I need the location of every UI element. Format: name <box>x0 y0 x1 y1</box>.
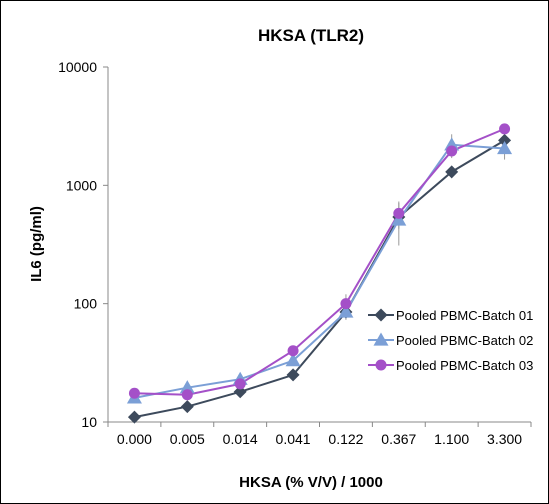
x-tick-label: 0.000 <box>117 431 152 447</box>
series-2-line <box>134 143 505 399</box>
series-1-point <box>445 165 459 179</box>
y-tick-label: 10 <box>81 414 97 430</box>
legend-label-3: Pooled PBMC-Batch 03 <box>396 358 533 373</box>
series-3-point <box>340 298 352 310</box>
x-tick-label: 0.005 <box>170 431 205 447</box>
legend-marker-1 <box>374 308 388 322</box>
y-axis-title: IL6 (pg/ml) <box>28 206 45 282</box>
series-3-point <box>499 123 511 135</box>
chart-title: HKSA (TLR2) <box>258 26 364 45</box>
series-3-point <box>234 378 246 390</box>
series-1-point <box>286 368 300 382</box>
series-3-point <box>446 145 458 157</box>
series-markers <box>126 123 513 424</box>
series-3-point <box>181 389 193 401</box>
series-3-point <box>287 345 299 357</box>
axes: 10 100 1000 10000 0.000 0.005 0.014 0.041 0.122 0… <box>58 59 532 447</box>
x-tick-label: 0.014 <box>223 431 258 447</box>
series-2-point <box>391 212 407 226</box>
y-tick-label: 100 <box>74 296 98 312</box>
y-tick-label: 10000 <box>58 59 97 75</box>
legend-label-2: Pooled PBMC-Batch 02 <box>396 333 533 348</box>
legend-marker-3 <box>375 359 387 371</box>
y-tick-label: 1000 <box>66 177 97 193</box>
x-tick-label: 0.122 <box>328 431 363 447</box>
series-2-point <box>179 380 195 394</box>
x-tick-label: 0.367 <box>381 431 416 447</box>
series-3-line <box>134 127 505 396</box>
series-3-point <box>393 207 405 219</box>
x-tick-label: 0.041 <box>276 431 311 447</box>
x-tick-label: 1.100 <box>434 431 469 447</box>
series-3-point <box>128 387 140 399</box>
series-1-point <box>498 133 512 147</box>
series-2-point <box>285 353 301 367</box>
series-1-point <box>127 410 141 424</box>
legend-marker-2 <box>373 332 389 346</box>
series-2-point <box>338 304 354 318</box>
series-1-point <box>233 385 247 399</box>
series-1-line <box>134 139 506 419</box>
x-tick-label: 3.300 <box>487 431 522 447</box>
series-1-point <box>180 400 194 414</box>
series-lines <box>134 127 506 419</box>
legend: Pooled PBMC-Batch 01 Pooled PBMC-Batch 02… <box>368 308 533 373</box>
series-2-point <box>497 140 513 155</box>
legend-label-1: Pooled PBMC-Batch 01 <box>396 308 533 323</box>
x-axis-title: HKSA (% V/V) / 1000 <box>239 474 383 491</box>
